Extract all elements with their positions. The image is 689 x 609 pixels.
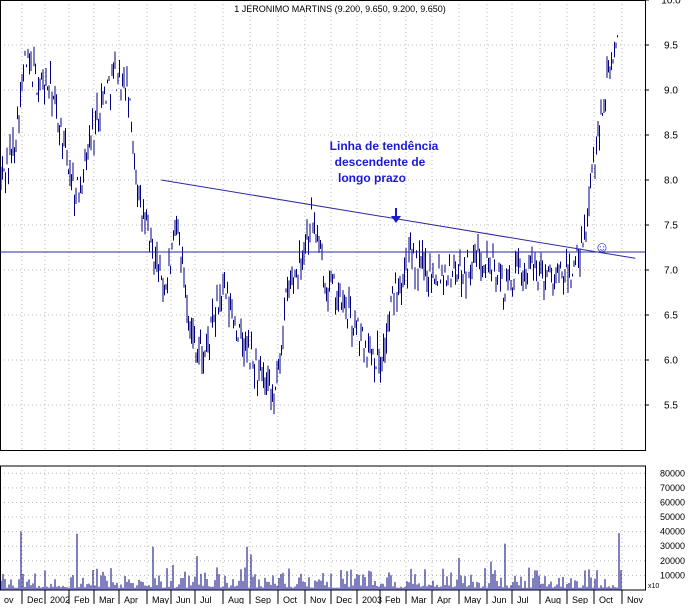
x-tick-label: Apr xyxy=(124,595,138,604)
x-tick-label: Jun xyxy=(492,595,507,604)
price-tick-label: 7.0 xyxy=(664,266,678,277)
annotation-line-1: Linha de tendência xyxy=(330,139,439,153)
x-tick-label: Nov xyxy=(310,595,327,604)
x-tick-label: Nov xyxy=(627,595,644,604)
volume-bars xyxy=(0,531,622,590)
price-tick-label: 9.5 xyxy=(664,41,678,52)
price-tick-label: 7.5 xyxy=(664,221,678,232)
volume-multiplier-label: x10 xyxy=(648,583,659,590)
price-axis-labels: 5.5 6.0 6.5 7.0 7.5 8.0 8.5 9.0 9.5 10.0 xyxy=(661,0,681,412)
x-axis-labels: ov Dec 2002 Feb Mar Apr May Jun Jul Aug Sep Oct Nov D… xyxy=(4,595,644,605)
price-tick-label: 6.5 xyxy=(664,311,678,322)
volume-tick-label: 50000 xyxy=(660,512,685,522)
x-tick-label: Feb xyxy=(385,595,401,604)
x-tick-label: Jun xyxy=(176,595,191,604)
volume-tick-label: 10000 xyxy=(660,570,685,580)
price-tick-label: 8.0 xyxy=(664,176,678,187)
price-tick-label: 10.0 xyxy=(661,0,681,7)
vertical-grid xyxy=(21,0,623,604)
x-tick-label: Jul xyxy=(517,595,529,604)
down-arrow-icon xyxy=(391,208,401,223)
x-tick-label: 2003 xyxy=(362,595,382,604)
x-tick-label: Dec xyxy=(336,595,353,604)
x-tick-label: Oct xyxy=(599,595,614,604)
x-tick-label: May xyxy=(464,595,482,604)
volume-tick-label: 70000 xyxy=(660,483,685,493)
x-tick-label: Sep xyxy=(255,595,271,604)
smiley-icon: ☺ xyxy=(594,239,609,256)
price-tick-label: 5.5 xyxy=(664,401,678,412)
volume-tick-label: 30000 xyxy=(660,541,685,551)
x-tick-label: Dec xyxy=(27,595,44,604)
volume-tick-label: 40000 xyxy=(660,527,685,537)
x-tick-label: Jul xyxy=(200,595,212,604)
price-tick-label: 8.5 xyxy=(664,131,678,142)
x-tick-label: Mar xyxy=(411,595,427,604)
volume-tick-label: 20000 xyxy=(660,556,685,566)
x-tick-label: Aug xyxy=(545,595,561,604)
x-tick-label: ov xyxy=(4,595,14,604)
annotation-line-3: longo prazo xyxy=(338,171,406,185)
x-tick-label: Apr xyxy=(437,595,451,604)
price-bars xyxy=(0,35,618,415)
volume-axis-labels: 10000 20000 30000 40000 50000 60000 70000 80000… xyxy=(648,468,685,590)
x-tick-label: Sep xyxy=(572,595,588,604)
volume-tick-label: 80000 xyxy=(660,468,685,478)
chart-frames xyxy=(0,0,646,591)
x-tick-label: Feb xyxy=(74,595,90,604)
price-panel-frame xyxy=(0,0,646,451)
volume-tick-label: 60000 xyxy=(660,497,685,507)
x-tick-label: 2002 xyxy=(50,595,70,604)
price-tick-label: 9.0 xyxy=(664,86,678,97)
x-tick-label: Mar xyxy=(99,595,115,604)
x-tick-label: Aug xyxy=(228,595,244,604)
price-tick-label: 6.0 xyxy=(664,356,678,367)
chart-title: 1 JERONIMO MARTINS (9.200, 9.650, 9.200,… xyxy=(234,4,445,14)
x-tick-label: May xyxy=(152,595,170,604)
annotation-line-2: descendente de xyxy=(335,155,426,169)
x-tick-label: Oct xyxy=(283,595,298,604)
